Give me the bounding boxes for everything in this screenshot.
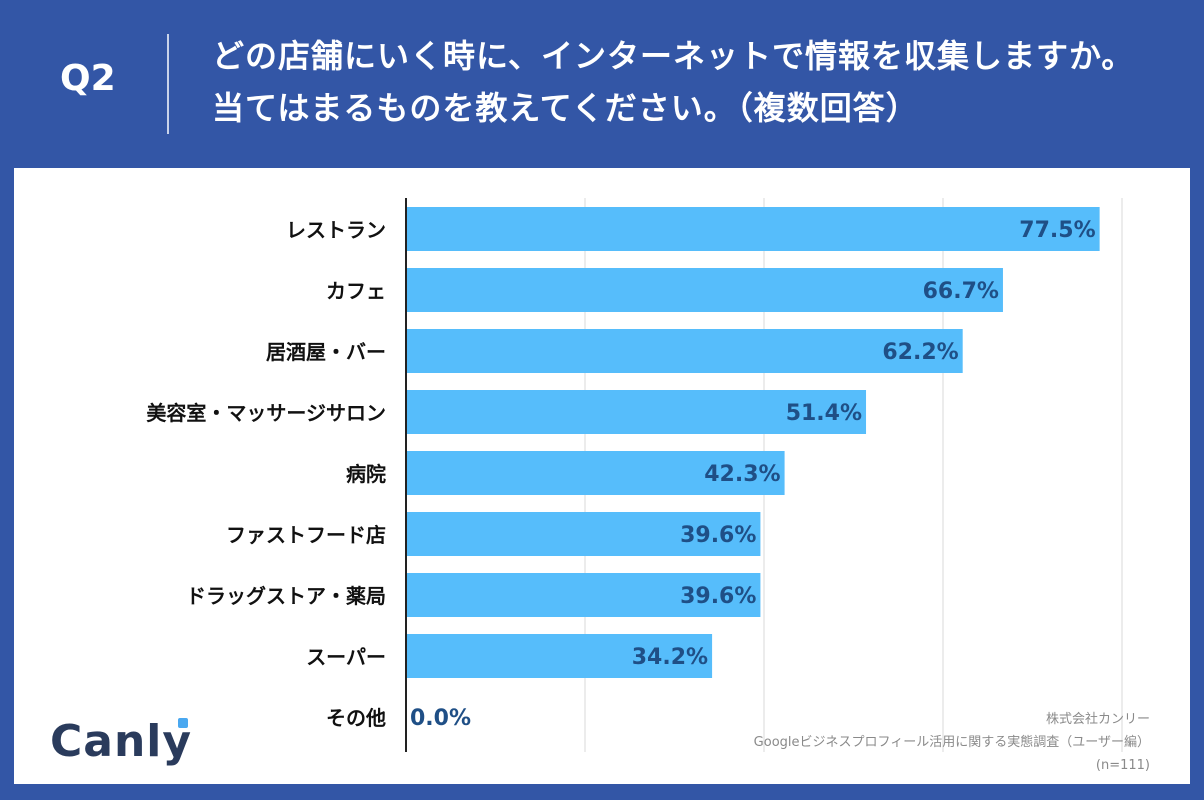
bar — [406, 451, 785, 495]
bar — [406, 390, 867, 434]
category-label: ドラッグストア・薬局 — [186, 584, 386, 608]
chart-panel: レストラン 77.5% カフェ 66.7% 居酒屋・バー 62.2% 美容室・マッサージサロ… — [14, 168, 1190, 784]
category-label: 病院 — [346, 462, 386, 486]
bar — [406, 268, 1003, 312]
source-survey: Googleビジネスプロフィール活用に関する実態調査（ユーザー編） — [753, 735, 1150, 750]
category-label: その他 — [326, 706, 386, 730]
question-number: Q2 — [60, 58, 116, 99]
header: Q2 どの店舗にいく時に、インターネットで情報を収集しますか。当てはまるものを教… — [0, 0, 1204, 168]
bar — [406, 512, 761, 556]
question-text: どの店舗にいく時に、インターネットで情報を収集しますか。当てはまるものを教えてく… — [212, 37, 1135, 127]
value-label: 39.6% — [680, 523, 756, 548]
logo-accent-mark — [178, 718, 189, 728]
source-company: 株式会社カンリー — [1045, 712, 1150, 727]
value-label: 0.0% — [410, 706, 471, 731]
value-label: 62.2% — [882, 340, 958, 365]
value-label: 34.2% — [632, 645, 708, 670]
category-label: 居酒屋・バー — [266, 340, 386, 364]
category-label: スーパー — [306, 645, 386, 669]
canly-logo: Canly — [50, 716, 192, 767]
bar — [406, 573, 761, 617]
source-sample: (n=111) — [1095, 758, 1150, 773]
value-label: 39.6% — [680, 584, 756, 609]
source-note: 株式会社カンリー Googleビジネスプロフィール活用に関する実態調査（ユーザー… — [754, 708, 1150, 777]
category-label: レストラン — [286, 218, 386, 242]
bar — [406, 329, 963, 373]
value-label: 42.3% — [704, 462, 780, 487]
header-divider — [167, 34, 169, 134]
category-label: 美容室・マッサージサロン — [146, 401, 386, 425]
value-label: 51.4% — [786, 401, 862, 426]
value-label: 77.5% — [1019, 218, 1095, 243]
category-label: カフェ — [326, 279, 386, 303]
category-label: ファストフード店 — [226, 523, 386, 547]
value-label: 66.7% — [923, 279, 999, 304]
bar — [406, 207, 1100, 251]
bar — [406, 634, 713, 678]
bar-chart: レストラン 77.5% カフェ 66.7% 居酒屋・バー 62.2% 美容室・マッサージサロ… — [146, 198, 1123, 752]
logo-text: Canly — [50, 716, 193, 767]
